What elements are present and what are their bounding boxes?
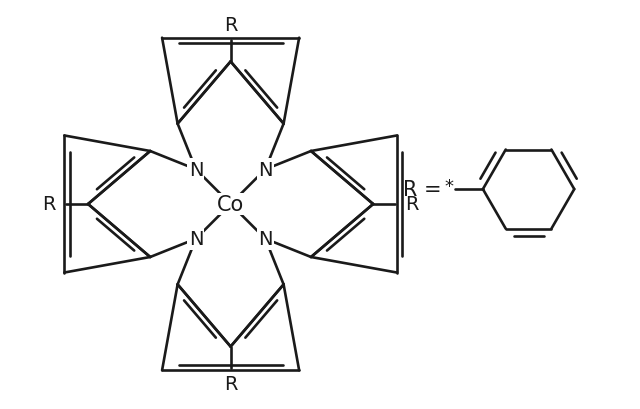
Text: R =: R = <box>403 180 441 200</box>
Text: R: R <box>405 195 419 214</box>
Text: R: R <box>224 16 237 35</box>
Text: *: * <box>444 178 453 196</box>
Text: N: N <box>189 160 203 179</box>
Text: Co: Co <box>217 195 244 214</box>
Text: N: N <box>189 230 203 249</box>
Text: R: R <box>43 195 56 214</box>
Text: R: R <box>224 374 237 393</box>
Text: N: N <box>258 160 273 179</box>
Text: N: N <box>258 230 273 249</box>
